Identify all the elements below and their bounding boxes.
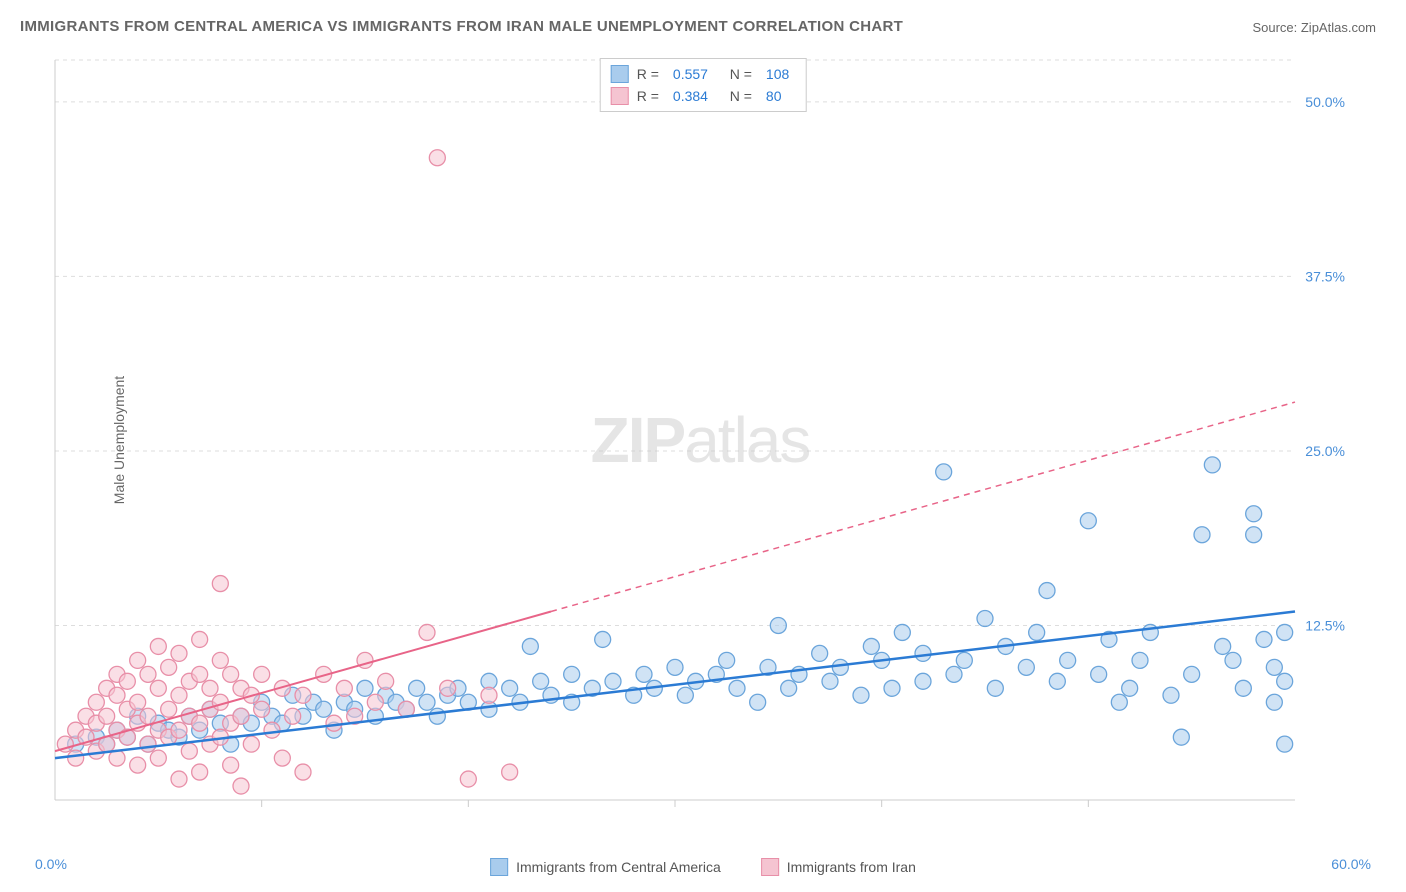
source-attribution: Source: ZipAtlas.com [1252, 20, 1376, 35]
x-axis-end-label: 60.0% [1331, 856, 1371, 872]
svg-text:37.5%: 37.5% [1305, 268, 1345, 284]
svg-text:50.0%: 50.0% [1305, 94, 1345, 110]
svg-text:25.0%: 25.0% [1305, 443, 1345, 459]
correlation-legend: R = 0.557 N = 108R = 0.384 N = 80 [600, 58, 807, 112]
legend-swatch [611, 87, 629, 105]
r-value: 0.384 [667, 88, 714, 104]
r-label: R = [637, 66, 659, 82]
series-legend-item: Immigrants from Central America [490, 858, 721, 876]
series-legend-label: Immigrants from Central America [516, 859, 721, 875]
svg-text:12.5%: 12.5% [1305, 617, 1345, 633]
r-label: R = [637, 88, 659, 104]
n-label: N = [722, 66, 752, 82]
n-value: 108 [760, 66, 795, 82]
legend-swatch [611, 65, 629, 83]
series-legend-label: Immigrants from Iran [787, 859, 916, 875]
series-legend-item: Immigrants from Iran [761, 858, 916, 876]
plot-area: 12.5%25.0%37.5%50.0% Male Unemployment Z… [45, 55, 1355, 825]
x-axis-start-label: 0.0% [35, 856, 67, 872]
correlation-legend-row: R = 0.384 N = 80 [611, 85, 796, 107]
legend-swatch [490, 858, 508, 876]
y-axis-label: Male Unemployment [111, 376, 127, 504]
n-label: N = [722, 88, 752, 104]
chart-title: IMMIGRANTS FROM CENTRAL AMERICA VS IMMIG… [20, 18, 903, 35]
n-value: 80 [760, 88, 788, 104]
correlation-legend-row: R = 0.557 N = 108 [611, 63, 796, 85]
series-legend: Immigrants from Central America Immigrant… [490, 858, 916, 876]
r-value: 0.557 [667, 66, 714, 82]
scatter-chart-svg: 12.5% 25.0% 37.5% 50.0% [45, 55, 1355, 825]
legend-swatch [761, 858, 779, 876]
